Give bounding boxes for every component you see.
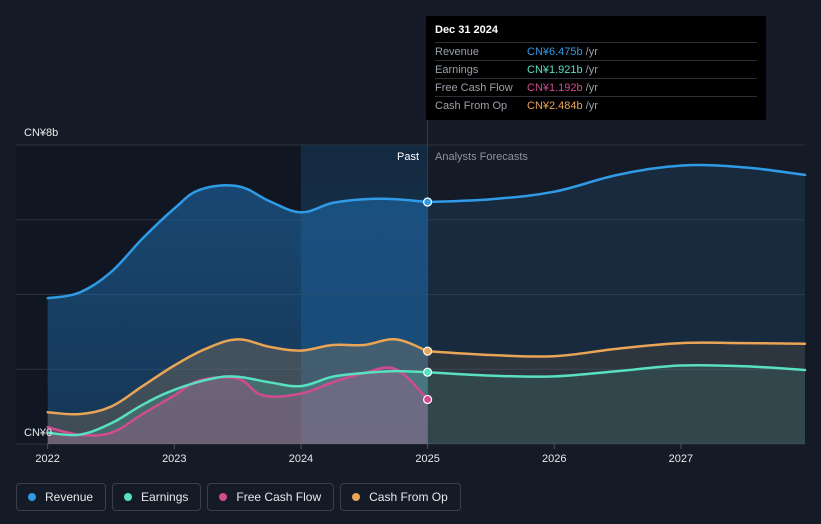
tooltip-unit: /yr (585, 45, 598, 58)
cash-from-op-past-line (46, 338, 429, 416)
forecast-label: Analysts Forecasts (435, 151, 528, 163)
tooltip-unit: /yr (585, 63, 598, 76)
chart-area: CN¥8b CN¥0 Past Analysts Forecasts 2022 2… (16, 120, 807, 465)
cash-from-op-past-area (47, 339, 428, 444)
legend-item-earnings[interactable]: Earnings (112, 483, 202, 511)
tooltip-value: CN¥6.475b (527, 45, 583, 58)
tooltip-value: CN¥1.921b (527, 63, 583, 76)
earnings-forecast-area (427, 365, 805, 444)
earnings-marker (422, 367, 433, 377)
past-label: Past (397, 151, 419, 163)
x-tick-label: 2023 (162, 453, 186, 465)
free-cash-flow-marker (422, 394, 433, 405)
legend-dot-icon (352, 493, 361, 501)
legend-dot-icon (124, 493, 133, 501)
series-areas (47, 165, 805, 444)
tooltip-label: Cash From Op (435, 99, 508, 112)
legend-item-cash-from-op[interactable]: Cash From Op (340, 483, 461, 511)
tooltip-row-revenue: Revenue CN¥6.475b /yr (435, 42, 757, 60)
cash-from-op-forecast-area (427, 342, 805, 444)
x-tick-label: 2025 (415, 453, 439, 465)
cash-from-op-forecast-line (426, 341, 807, 358)
revenue-forecast-line (426, 163, 807, 204)
tooltip-label: Earnings (435, 63, 479, 76)
series-lines (46, 163, 807, 437)
earnings-forecast-line (426, 363, 807, 378)
x-tick-label: 2026 (542, 453, 566, 465)
legend-item-free-cash-flow[interactable]: Free Cash Flow (207, 483, 335, 511)
legend-dot-icon (28, 493, 36, 501)
tooltip-date: Dec 31 2024 (435, 24, 498, 36)
tooltip-label: Free Cash Flow (435, 81, 513, 94)
tooltip-unit: /yr (585, 99, 598, 112)
tooltip-label: Revenue (435, 45, 480, 58)
x-tick-label: 2024 (289, 453, 313, 465)
legend-label: Earnings (141, 490, 189, 504)
earnings-past-area (47, 371, 428, 444)
legend-dot-icon (219, 493, 228, 501)
x-axis-ticks: 2022 2023 2024 2025 2026 2027 (35, 444, 693, 465)
legend-label: Free Cash Flow (236, 490, 322, 504)
y-axis-bottom-label: CN¥0 (24, 427, 52, 439)
tooltip-unit: /yr (585, 81, 598, 94)
legend-label: Cash From Op (369, 490, 448, 504)
revenue-past-line (46, 184, 429, 300)
earnings-past-line (46, 369, 429, 437)
legend-item-revenue[interactable]: Revenue (16, 483, 107, 511)
tooltip: Dec 31 2024 Revenue CN¥6.475b /yr Earnin… (426, 16, 766, 120)
axis-labels: CN¥8b CN¥0 Past Analysts Forecasts (24, 127, 528, 439)
tooltip-value: CN¥1.192b (527, 81, 583, 94)
legend-label: Revenue (45, 490, 94, 504)
cash-from-op-marker (422, 346, 433, 356)
tooltip-value: CN¥2.484b (527, 99, 583, 112)
hover-markers (422, 197, 433, 405)
tooltip-row-free-cash-flow: Free Cash Flow CN¥1.192b /yr (435, 78, 757, 96)
tooltip-row-cash-from-op: Cash From Op CN¥2.484b /yr (435, 96, 757, 114)
y-axis-top-label: CN¥8b (24, 127, 58, 139)
x-tick-label: 2022 (35, 453, 59, 465)
tooltip-row-earnings: Earnings CN¥1.921b /yr (435, 60, 757, 78)
free-cash-flow-past-area (47, 367, 428, 444)
revenue-forecast-area (427, 165, 805, 444)
revenue-marker (422, 197, 433, 207)
legend: Revenue Earnings Free Cash Flow Cash Fro… (16, 483, 461, 511)
x-tick-label: 2027 (669, 453, 693, 465)
revenue-past-area (47, 185, 428, 444)
